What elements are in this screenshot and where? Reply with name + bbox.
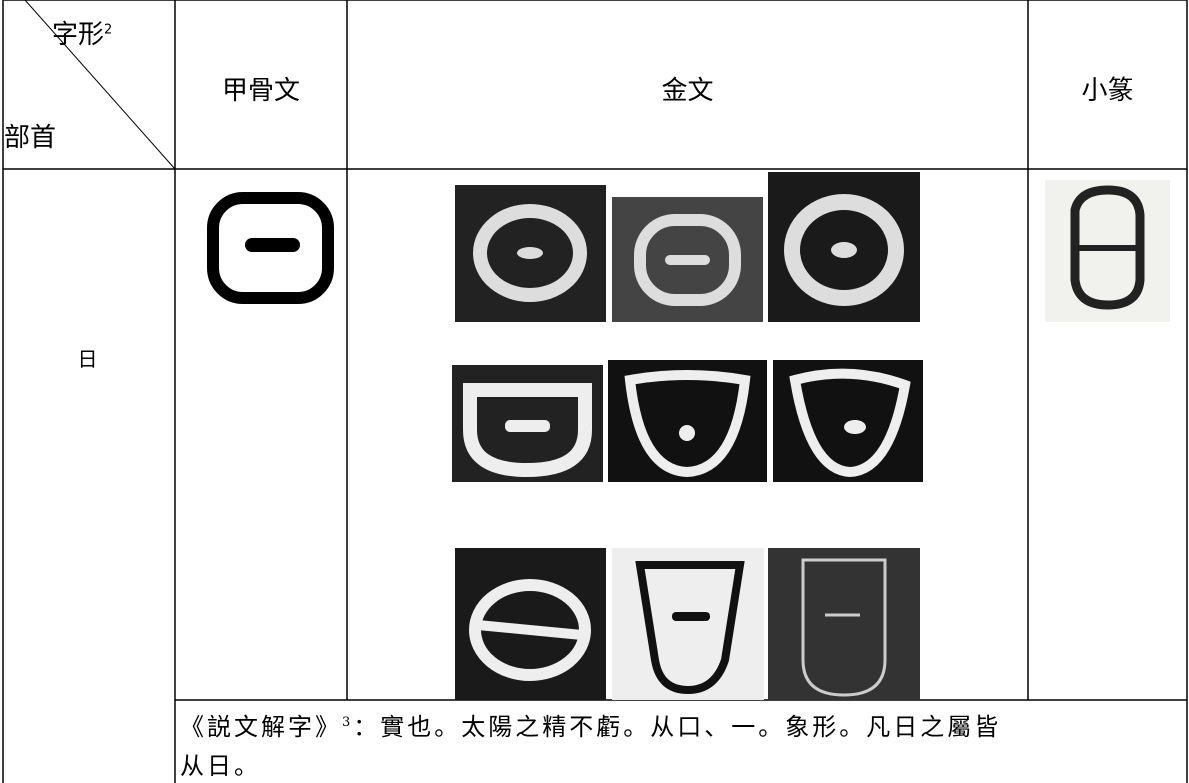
radical: 日	[77, 347, 101, 371]
note-line: 《説文解字》3：實也。太陽之精不虧。从口、一。象形。凡日之屬皆	[180, 713, 1002, 741]
column-header: 小篆	[1081, 76, 1134, 106]
corner-bottom: 部首	[4, 123, 57, 153]
bronze-glyphs	[452, 172, 923, 700]
note-line: 从日。	[180, 752, 261, 780]
corner-top: 字形2	[52, 20, 113, 50]
column-header: 甲骨文	[221, 76, 300, 106]
seal-glyph	[1045, 180, 1170, 322]
oracle-glyph	[207, 192, 334, 304]
column-header: 金文	[661, 76, 714, 106]
